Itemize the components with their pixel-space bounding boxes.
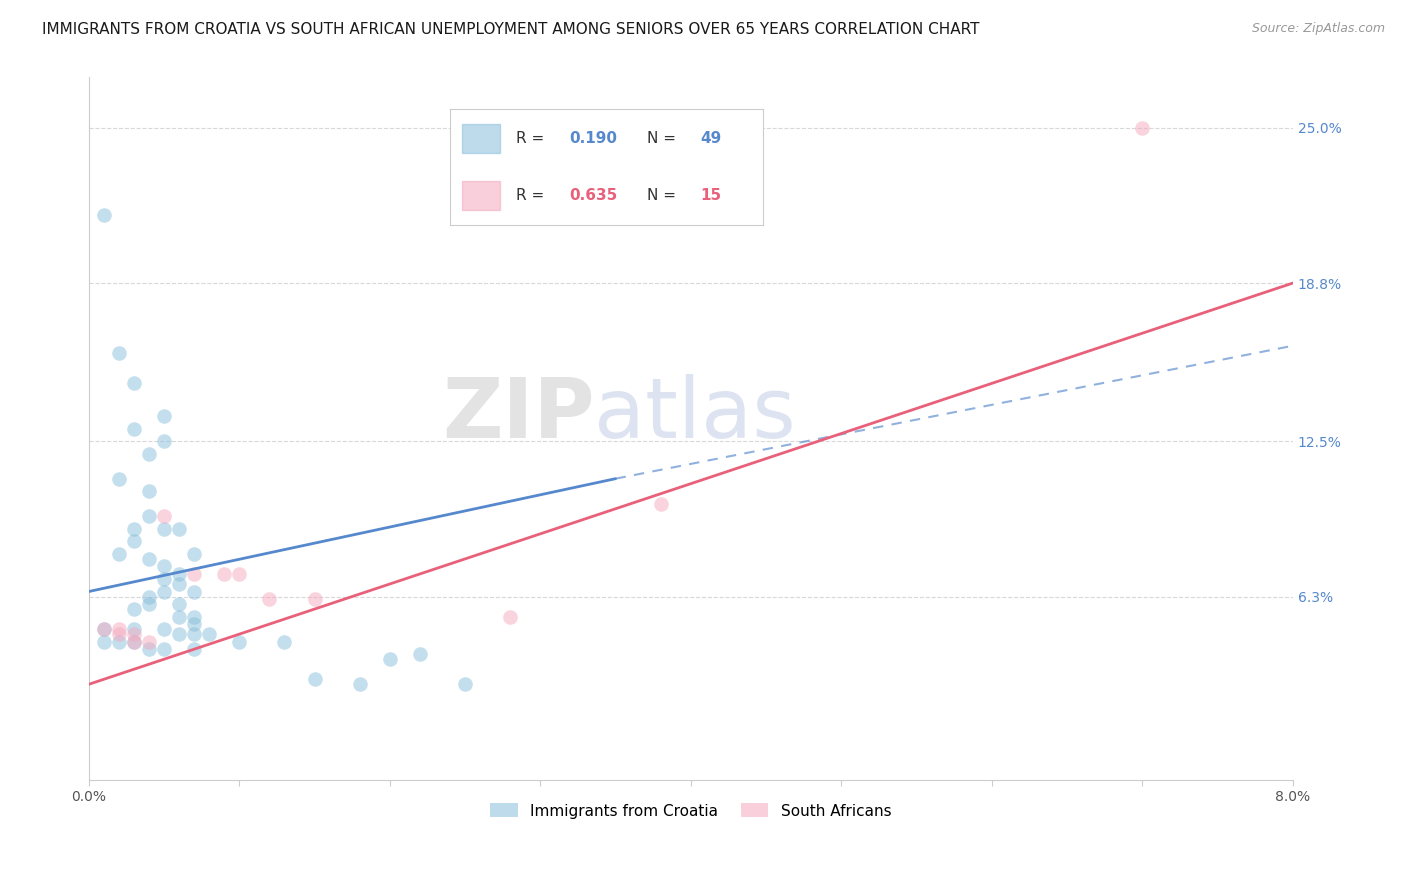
Point (122, 622, 145, 636)
Point (108, 634, 131, 648)
Point (138, 552, 160, 566)
Point (167, 522, 190, 536)
Point (273, 634, 295, 648)
Point (138, 590, 160, 604)
Point (228, 634, 250, 648)
Point (122, 634, 145, 648)
Point (153, 622, 176, 636)
Text: Source: ZipAtlas.com: Source: ZipAtlas.com (1251, 22, 1385, 36)
Point (153, 559, 176, 574)
Text: IMMIGRANTS FROM CROATIA VS SOUTH AFRICAN UNEMPLOYMENT AMONG SENIORS OVER 65 YEAR: IMMIGRANTS FROM CROATIA VS SOUTH AFRICAN… (42, 22, 980, 37)
Point (122, 376, 145, 391)
Point (93, 622, 115, 636)
Point (198, 627, 221, 641)
Point (93, 634, 115, 648)
Point (167, 627, 190, 641)
Point (138, 484, 160, 499)
Point (183, 642, 205, 657)
Point (228, 566, 250, 581)
Point (138, 634, 160, 648)
Point (93, 208, 115, 222)
Point (122, 634, 145, 648)
Point (138, 642, 160, 657)
Point (122, 421, 145, 435)
Point (122, 534, 145, 549)
Point (183, 547, 205, 561)
Point (108, 472, 131, 486)
Point (138, 597, 160, 611)
Point (1130, 120, 1153, 135)
Point (183, 584, 205, 599)
Text: ZIP: ZIP (441, 374, 595, 455)
Point (650, 497, 672, 511)
Text: atlas: atlas (595, 374, 796, 455)
Point (349, 677, 371, 691)
Point (167, 566, 190, 581)
Point (259, 592, 281, 607)
Point (378, 652, 401, 666)
Point (153, 509, 176, 524)
Legend: Immigrants from Croatia, South Africans: Immigrants from Croatia, South Africans (484, 797, 897, 824)
Point (304, 673, 326, 687)
Point (108, 627, 131, 641)
Point (454, 677, 477, 691)
Point (167, 609, 190, 624)
Point (93, 622, 115, 636)
Point (153, 584, 176, 599)
Point (153, 642, 176, 657)
Point (167, 577, 190, 591)
Point (138, 447, 160, 461)
Point (122, 627, 145, 641)
Point (153, 434, 176, 448)
Point (183, 566, 205, 581)
Point (138, 509, 160, 524)
Point (153, 409, 176, 423)
Point (304, 592, 326, 607)
Point (108, 346, 131, 360)
Point (183, 617, 205, 632)
Point (183, 609, 205, 624)
Point (212, 566, 235, 581)
Point (153, 572, 176, 586)
Point (153, 522, 176, 536)
Point (499, 609, 522, 624)
Point (183, 627, 205, 641)
Point (108, 622, 131, 636)
Point (122, 522, 145, 536)
Point (122, 602, 145, 616)
Point (409, 647, 432, 661)
Point (167, 597, 190, 611)
Point (108, 547, 131, 561)
